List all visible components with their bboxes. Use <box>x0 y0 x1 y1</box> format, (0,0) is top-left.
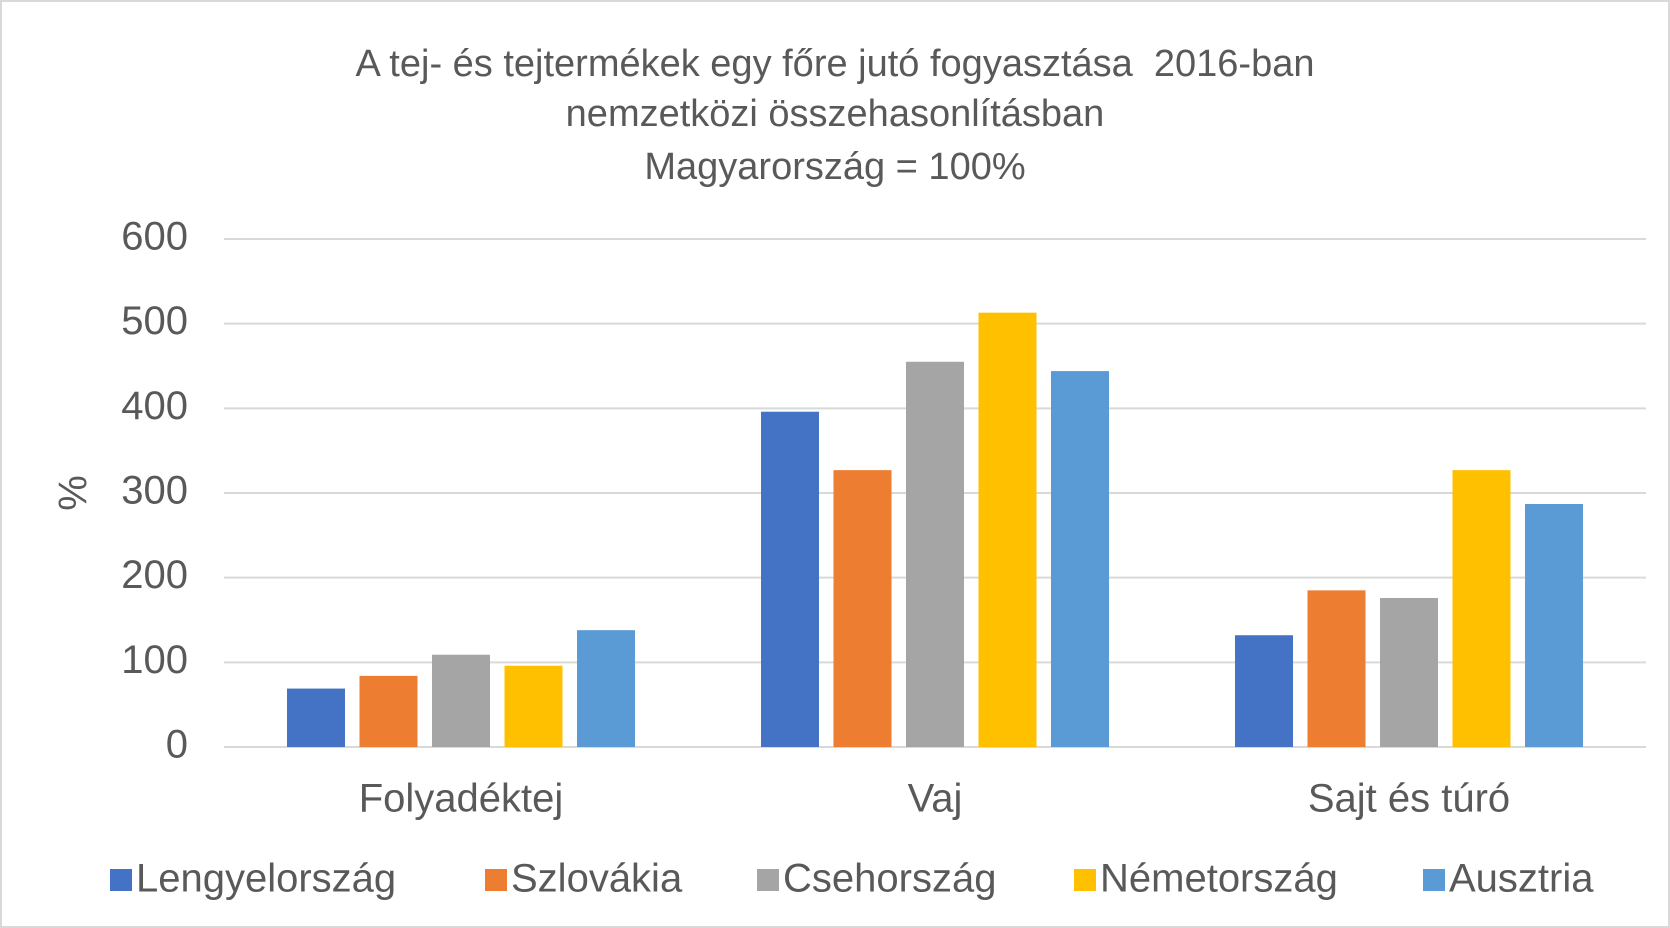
bar <box>833 470 892 747</box>
chart-title: Magyarország = 100% <box>644 146 1025 188</box>
bar <box>1452 470 1511 747</box>
bar <box>577 630 635 747</box>
bar <box>1235 635 1293 747</box>
y-tick-label: 200 <box>121 553 188 597</box>
legend-label: Szlovákia <box>511 857 683 901</box>
bar <box>287 688 345 747</box>
bar <box>359 675 418 747</box>
x-tick-label: Folyadéktej <box>359 777 564 821</box>
bar <box>906 361 964 747</box>
y-tick-label: 0 <box>166 723 188 767</box>
bar <box>504 665 563 747</box>
legend-label: Csehország <box>783 857 996 901</box>
bar <box>1307 590 1366 747</box>
legend-label: Lengyelország <box>136 857 396 901</box>
bar <box>978 312 1037 747</box>
legend-swatch <box>485 869 507 891</box>
y-tick-label: 400 <box>121 384 188 428</box>
x-tick-label: Vaj <box>908 777 963 821</box>
legend-swatch <box>757 869 779 891</box>
bar <box>432 654 490 747</box>
legend-swatch <box>1423 869 1445 891</box>
legend-swatch <box>110 869 132 891</box>
legend-swatch <box>1074 869 1096 891</box>
bar <box>1380 597 1438 747</box>
legend-label: Ausztria <box>1449 857 1594 901</box>
legend-label: Németország <box>1100 857 1338 901</box>
chart-title: A tej- és tejtermékek egy főre jutó fogy… <box>356 43 1315 85</box>
y-tick-label: 600 <box>121 215 188 259</box>
bar <box>1051 371 1109 747</box>
y-tick-label: 300 <box>121 469 188 513</box>
y-axis-label: % <box>52 475 96 511</box>
x-tick-label: Sajt és túró <box>1308 777 1510 821</box>
bar <box>761 411 819 747</box>
y-tick-label: 100 <box>121 638 188 682</box>
y-tick-label: 500 <box>121 299 188 343</box>
bar <box>1525 504 1583 747</box>
chart-title: nemzetközi összehasonlításban <box>566 93 1105 135</box>
